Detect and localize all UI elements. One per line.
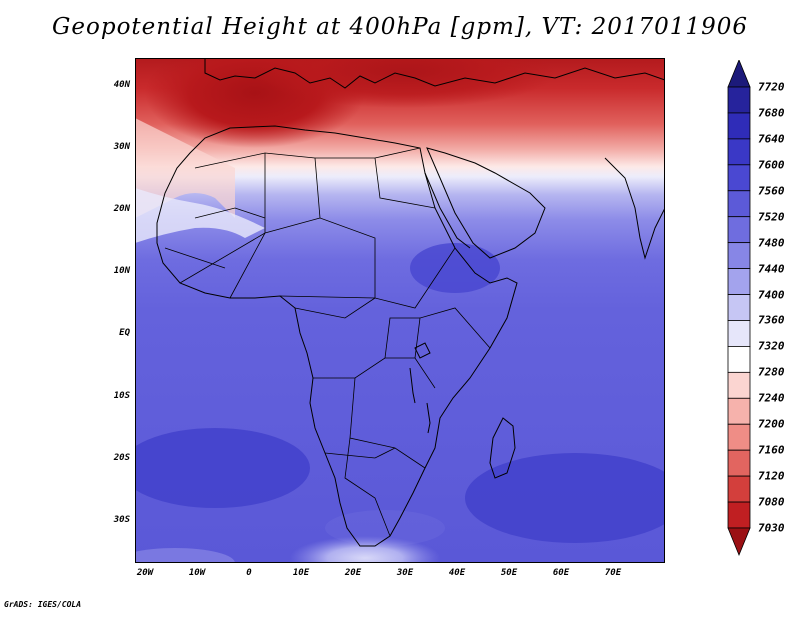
field-patch bbox=[135, 548, 235, 563]
lat-label-eq: EQ bbox=[119, 328, 130, 338]
colorbar-segment bbox=[727, 112, 751, 140]
colorbar-segment bbox=[727, 164, 751, 192]
colorbar-segment bbox=[727, 346, 751, 373]
lat-label-30s: 30S bbox=[113, 515, 130, 525]
high-core-east bbox=[255, 58, 555, 108]
lon-label-10e: 10E bbox=[292, 568, 310, 578]
colorbar-segment bbox=[727, 138, 751, 166]
colorbar-tick-label: 7640 bbox=[758, 132, 785, 146]
lat-label-40n: 40N bbox=[113, 80, 130, 90]
lat-label-10s: 10S bbox=[113, 391, 130, 401]
india-coastline bbox=[604, 157, 665, 260]
lake-victoria bbox=[414, 342, 431, 359]
colorbar-tick-label: 7200 bbox=[758, 417, 785, 431]
country-borders bbox=[164, 147, 491, 537]
colorbar-segment bbox=[727, 501, 751, 529]
lake-tanganyika bbox=[409, 367, 416, 404]
colorbar-segment bbox=[727, 423, 751, 451]
low-patch-ethiopia bbox=[410, 243, 500, 293]
colorbar-segment bbox=[727, 242, 751, 269]
lon-label-20e: 20E bbox=[344, 568, 362, 578]
colorbar-tick-label: 7280 bbox=[758, 365, 785, 379]
colorbar-tick-label: 7440 bbox=[758, 262, 785, 276]
colorbar bbox=[727, 60, 751, 557]
madagascar-coastline bbox=[489, 417, 516, 479]
lat-label-20s: 20S bbox=[113, 453, 130, 463]
lon-label-30e: 30E bbox=[396, 568, 414, 578]
red-sea-coast bbox=[424, 172, 471, 249]
colorbar-tick-label: 7400 bbox=[758, 288, 785, 302]
low-patch-southwest bbox=[135, 428, 310, 508]
colorbar-tick-label: 7480 bbox=[758, 236, 785, 250]
colorbar-segment bbox=[727, 397, 751, 425]
colorbar-segment bbox=[727, 371, 751, 399]
colorbar-segment bbox=[727, 449, 751, 477]
colorbar-tick-label: 7360 bbox=[758, 313, 785, 327]
colorbar-segment bbox=[727, 294, 751, 321]
colorbar-tick-label: 7600 bbox=[758, 158, 785, 172]
lake-malawi bbox=[426, 402, 431, 434]
lon-label-20w: 20W bbox=[136, 568, 154, 578]
colorbar-tick-label: 7240 bbox=[758, 391, 785, 405]
colorbar-tick-label: 7160 bbox=[758, 443, 785, 457]
lon-label-50e: 50E bbox=[500, 568, 518, 578]
arabia-coastline bbox=[426, 147, 546, 259]
colorbar-tick-label: 7320 bbox=[758, 339, 785, 353]
colorbar-segment bbox=[727, 320, 751, 347]
lon-label-10w: 10W bbox=[188, 568, 206, 578]
colorbar-max-arrow bbox=[727, 60, 751, 88]
colorbar-tick-label: 7520 bbox=[758, 210, 785, 224]
colorbar-tick-label: 7720 bbox=[758, 80, 785, 94]
lon-label-60e: 60E bbox=[552, 568, 570, 578]
colorbar-min-arrow bbox=[727, 527, 751, 557]
lat-label-10n: 10N bbox=[113, 266, 130, 276]
lat-label-30n: 30N bbox=[113, 142, 130, 152]
low-patch-southeast bbox=[465, 453, 665, 543]
colorbar-tick-label: 7030 bbox=[758, 521, 785, 535]
colorbar-segment bbox=[727, 190, 751, 218]
lat-label-20n: 20N bbox=[113, 204, 130, 214]
colorbar-tick-label: 7560 bbox=[758, 184, 785, 198]
colorbar-segment bbox=[727, 268, 751, 295]
colorbar-tick-label: 7120 bbox=[758, 469, 785, 483]
colorbar-segment bbox=[727, 86, 751, 114]
colorbar-tick-label: 7080 bbox=[758, 495, 785, 509]
lon-label-40e: 40E bbox=[448, 568, 466, 578]
ridge-shading bbox=[135, 118, 235, 218]
colorbar-segment bbox=[727, 216, 751, 244]
grads-credit: GrADS: IGES/COLA bbox=[4, 600, 82, 609]
europe-coastline bbox=[204, 58, 665, 89]
ridge-shading-pale bbox=[135, 188, 265, 243]
high-patch-south bbox=[290, 536, 440, 563]
lon-label-70e: 70E bbox=[604, 568, 622, 578]
colorbar-segment bbox=[727, 475, 751, 503]
geopotential-map bbox=[135, 58, 665, 563]
map-title: Geopotential Height at 400hPa [gpm], VT:… bbox=[52, 14, 748, 40]
lon-label-0: 0 bbox=[246, 568, 252, 578]
colorbar-tick-label: 7680 bbox=[758, 106, 785, 120]
